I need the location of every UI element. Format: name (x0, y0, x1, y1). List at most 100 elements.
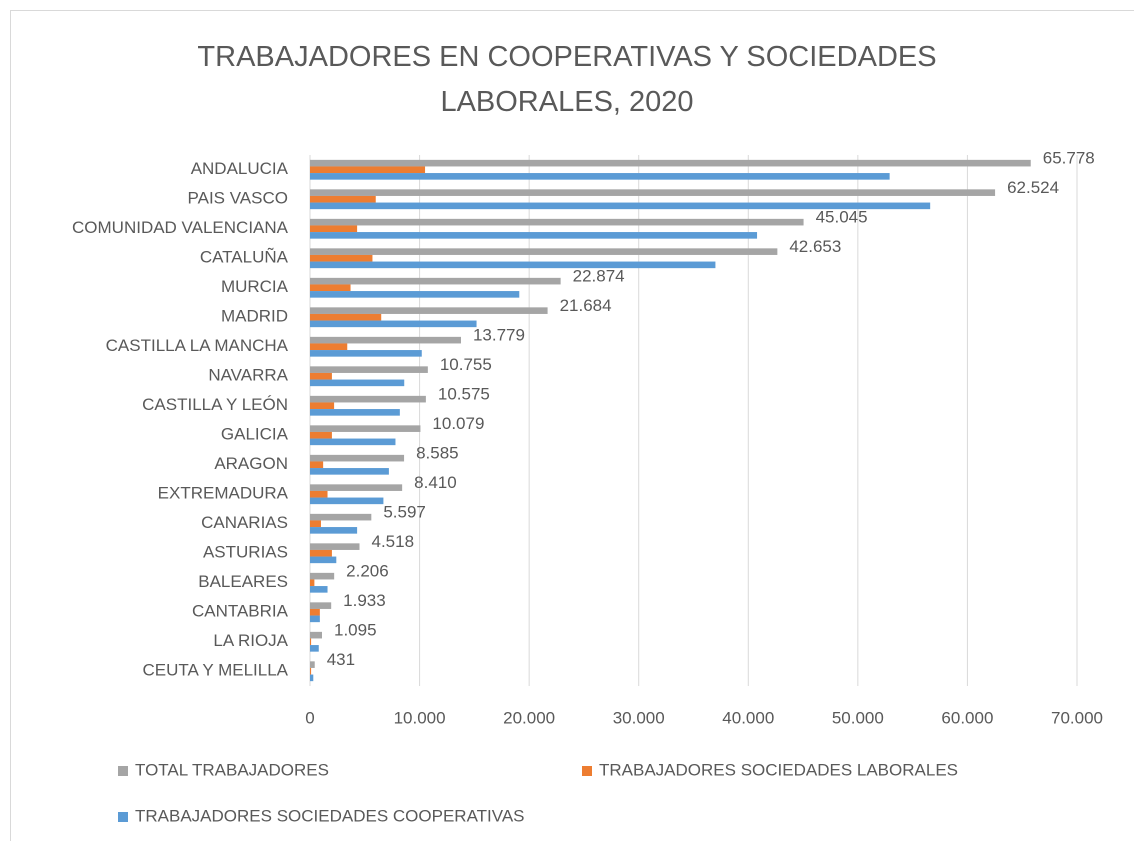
bar (310, 343, 348, 351)
y-tick-label: CANARIAS (201, 513, 288, 532)
bar (310, 395, 426, 403)
data-label: 65.778 (1043, 148, 1095, 167)
x-tick-label: 20.000 (503, 708, 555, 727)
bar (310, 543, 360, 550)
data-label: 22.874 (573, 266, 625, 285)
x-tick-label: 0 (305, 708, 314, 727)
bar (310, 307, 548, 314)
bar (310, 218, 804, 226)
bar (310, 195, 376, 203)
data-label: 62.524 (1007, 178, 1059, 197)
bar (310, 468, 389, 475)
bar (310, 461, 324, 469)
bar (310, 513, 372, 521)
bar (310, 202, 931, 210)
bar (310, 549, 332, 557)
data-label: 13.779 (473, 325, 525, 344)
x-tick-label: 70.000 (1051, 708, 1103, 727)
bar (310, 674, 314, 682)
data-label: 21.684 (560, 296, 612, 315)
bar (310, 572, 335, 580)
legend-label: TRABAJADORES SOCIEDADES LABORALES (599, 760, 958, 779)
x-tick-label: 60.000 (941, 708, 993, 727)
data-label: 42.653 (789, 237, 841, 256)
bar (310, 261, 716, 269)
data-label: 10.755 (440, 355, 492, 374)
bar (310, 409, 400, 416)
bar (310, 159, 1031, 167)
y-tick-label: EXTREMADURA (158, 484, 289, 503)
data-label: 2.206 (346, 561, 389, 580)
data-label: 1.933 (343, 591, 386, 610)
y-tick-label: ANDALUCIA (191, 159, 289, 178)
y-tick-label: ARAGON (214, 454, 288, 473)
data-label: 8.585 (416, 443, 459, 462)
y-tick-label: COMUNIDAD VALENCIANA (72, 218, 289, 237)
data-label: 4.518 (372, 532, 415, 551)
bar (310, 320, 477, 328)
x-tick-label: 50.000 (832, 708, 884, 727)
y-tick-label: MADRID (221, 307, 288, 326)
bar (310, 313, 382, 321)
data-label: 10.079 (432, 414, 484, 433)
bar (310, 425, 421, 432)
bar (310, 248, 778, 255)
bar (310, 661, 315, 668)
y-tick-label: CATALUÑA (200, 248, 289, 267)
chart-title: TRABAJADORES EN COOPERATIVAS Y SOCIEDADE… (197, 41, 937, 118)
data-label: 45.045 (816, 207, 868, 226)
bar (310, 579, 315, 587)
y-tick-label: LA RIOJA (213, 631, 288, 650)
bar (310, 372, 332, 380)
y-tick-label: GALICIA (221, 425, 289, 444)
y-tick-label: MURCIA (221, 277, 289, 296)
bar (310, 254, 373, 262)
bar (310, 667, 312, 675)
bar (310, 484, 403, 491)
bar (310, 556, 337, 564)
bar (310, 602, 332, 609)
x-tick-label: 30.000 (613, 708, 665, 727)
bar (310, 631, 322, 639)
y-tick-label: NAVARRA (208, 366, 288, 385)
bar (310, 497, 384, 505)
bar (310, 225, 358, 233)
x-tick-label: 10.000 (394, 708, 446, 727)
data-label: 8.410 (414, 473, 457, 492)
bar (310, 189, 996, 196)
data-label: 10.575 (438, 384, 490, 403)
bar (310, 284, 351, 292)
data-label: 431 (327, 650, 355, 669)
bar (310, 638, 312, 646)
data-label: 1.095 (334, 620, 377, 639)
bar (310, 615, 320, 623)
bar (310, 277, 561, 285)
legend-label: TOTAL TRABAJADORES (135, 760, 329, 779)
legend-swatch (118, 766, 128, 776)
bar (310, 166, 426, 174)
bar (310, 350, 422, 357)
legend-swatch (582, 766, 592, 776)
bar (310, 366, 428, 373)
bar (310, 527, 358, 534)
legend-swatch (118, 812, 128, 822)
bar (310, 291, 520, 298)
chart-frame (10, 10, 1134, 841)
data-label: 5.597 (383, 502, 426, 521)
bar (310, 379, 405, 387)
bar (310, 232, 758, 239)
bar (310, 520, 321, 528)
legend-label: TRABAJADORES SOCIEDADES COOPERATIVAS (135, 806, 525, 825)
bar (310, 454, 405, 462)
bar (310, 490, 328, 498)
bar (310, 645, 319, 652)
bar (310, 402, 335, 410)
y-tick-label: ASTURIAS (203, 543, 288, 562)
bar (310, 173, 890, 180)
bar (310, 608, 320, 616)
bar (310, 586, 328, 593)
x-tick-label: 40.000 (722, 708, 774, 727)
y-tick-label: CASTILLA LA MANCHA (106, 336, 289, 355)
